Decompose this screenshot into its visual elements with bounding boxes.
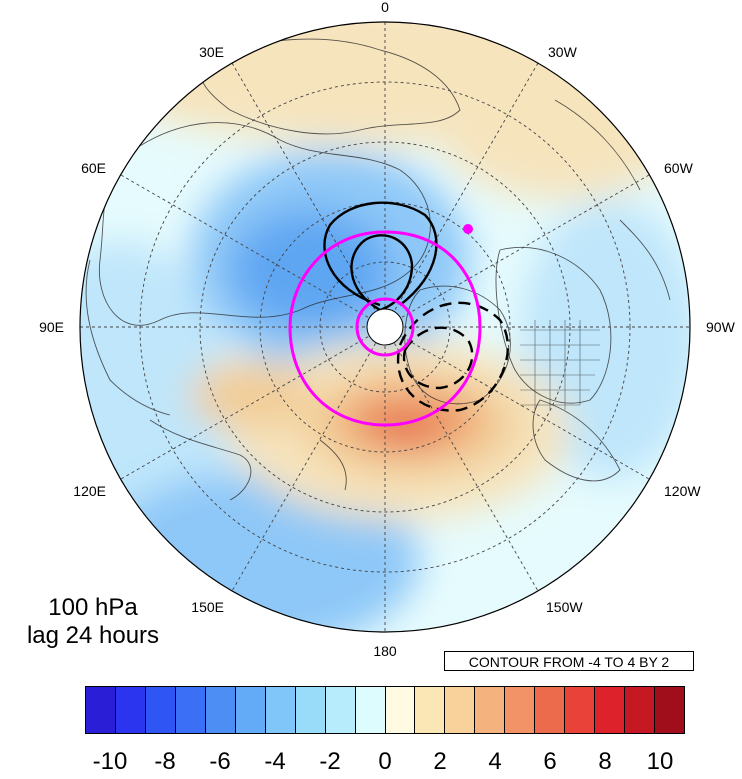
colorbar-tick-label: 10 [646, 748, 674, 775]
warm-anomaly-ne [440, 60, 680, 200]
colorbar-swatch [535, 687, 566, 733]
lon-label-150w: 150W [546, 599, 583, 615]
colorbar-tick-labels: -10 -8 -6 -4 -2 0 2 4 6 8 10 [0, 748, 742, 778]
lon-label-30e: 30E [199, 44, 224, 60]
pole-hole [366, 308, 404, 346]
colorbar-swatch [505, 687, 536, 733]
colorbar-tick-label: 4 [488, 748, 502, 775]
colorbar-tick-label: 8 [598, 748, 612, 775]
colorbar-tick-label: -2 [319, 748, 341, 775]
lon-label-90w: 90W [706, 319, 736, 335]
colorbar-tick-label: -8 [154, 748, 176, 775]
colorbar-tick-label: 2 [433, 748, 447, 775]
colorbar-tick-label: 0 [378, 748, 392, 775]
colorbar-swatch [295, 687, 326, 733]
magenta-inner-ring [355, 297, 415, 357]
map-boundary [79, 21, 691, 633]
black-contours [323, 201, 510, 412]
coastlines [85, 38, 671, 501]
lon-label-60w: 60W [664, 160, 694, 176]
colorbar-swatch [625, 687, 656, 733]
lon-label-150e: 150E [191, 599, 224, 615]
colorbar-tick-label: -6 [209, 748, 231, 775]
positive-contour-inner [350, 234, 414, 312]
colorbar-swatch [205, 687, 236, 733]
negative-contour-outer [396, 301, 510, 412]
colorbar-swatch [115, 687, 146, 733]
negative-contour-inner [402, 326, 474, 390]
lon-label-180: 180 [373, 643, 397, 659]
lon-label-30w: 30W [548, 44, 578, 60]
colorbar-swatch [595, 687, 626, 733]
magenta-outer-ring [288, 230, 482, 427]
level-label: 100 hPa [48, 594, 138, 621]
colorbar-swatch [175, 687, 206, 733]
colorbar-swatch [445, 687, 476, 733]
lon-label-0: 0 [381, 0, 389, 15]
longitude-labels: 0 30W 60W 90W 120W 150W 180 150E 120E 90… [39, 0, 735, 659]
warm-anomaly-west [190, 360, 310, 430]
lon-label-90e: 90E [39, 319, 64, 335]
magenta-point [463, 224, 473, 234]
colorbar-tick-label: 6 [543, 748, 557, 775]
positive-contour-outer [323, 201, 438, 307]
lag-label: lag 24 hours [26, 622, 160, 649]
lon-label-120e: 120E [73, 483, 106, 499]
magenta-overlay [288, 230, 482, 427]
colorbar-swatch [145, 687, 176, 733]
state-borders [520, 320, 600, 410]
colorbar-swatch [86, 687, 116, 733]
colorbar-swatch [235, 687, 266, 733]
colorbar [85, 686, 685, 734]
colorbar-swatch [385, 687, 416, 733]
colorbar-swatch [415, 687, 446, 733]
shading-field [80, 22, 690, 632]
colorbar-tick-label: -10 [92, 748, 128, 775]
colorbar-swatch [655, 687, 685, 733]
polar-map: 0 30W 60W 90W 120W 150W 180 150E 120E 90… [39, 0, 735, 659]
colorbar-tick-label: -4 [264, 748, 286, 775]
colorbar-swatch [475, 687, 506, 733]
contour-info-box: CONTOUR FROM -4 TO 4 BY 2 [444, 651, 694, 671]
warm-anomaly-south-core [370, 415, 440, 445]
colorbar-swatch [265, 687, 296, 733]
colorbar-swatch [355, 687, 386, 733]
colorbar-swatch [325, 687, 356, 733]
lon-label-60e: 60E [81, 160, 106, 176]
colorbar-swatch [565, 687, 596, 733]
lon-label-120w: 120W [664, 483, 701, 499]
